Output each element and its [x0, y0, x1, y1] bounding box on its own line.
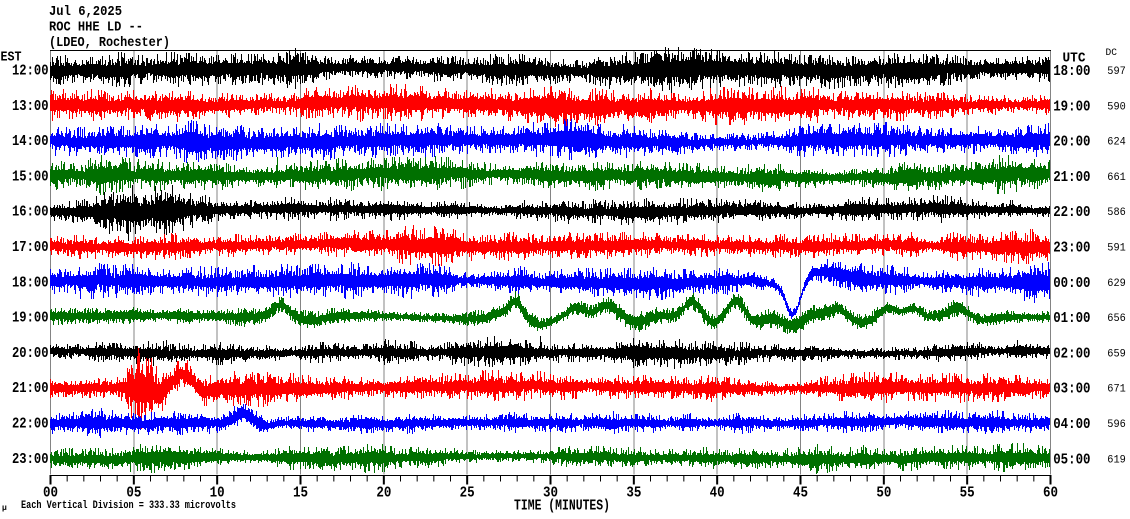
svg-text:TIME (MINUTES): TIME (MINUTES) — [514, 498, 610, 515]
svg-text:619: 619 — [1107, 454, 1126, 466]
svg-text:18:00: 18:00 — [12, 274, 49, 291]
svg-text:60: 60 — [1043, 485, 1058, 502]
svg-text:590: 590 — [1107, 101, 1126, 113]
svg-text:14:00: 14:00 — [12, 133, 49, 150]
svg-text:05:00: 05:00 — [1053, 451, 1090, 468]
svg-text:661: 661 — [1107, 172, 1126, 184]
svg-text:21:00: 21:00 — [1053, 169, 1090, 186]
svg-text:Each Vertical Division = 333.: Each Vertical Division = 333.33 microvol… — [21, 500, 236, 512]
svg-text:50: 50 — [876, 485, 891, 502]
svg-text:04:00: 04:00 — [1053, 416, 1090, 433]
svg-text:UTC: UTC — [1063, 51, 1087, 67]
svg-text:(LDEO, Rochester): (LDEO, Rochester) — [49, 35, 170, 51]
svg-text:19:00: 19:00 — [1053, 98, 1090, 115]
svg-text:30: 30 — [543, 485, 558, 502]
svg-text:EST: EST — [1, 50, 22, 66]
svg-text:ROC HHE LD --: ROC HHE LD -- — [49, 20, 143, 36]
svg-text:55: 55 — [960, 485, 975, 502]
svg-text:656: 656 — [1107, 313, 1126, 325]
svg-text:591: 591 — [1107, 243, 1126, 255]
svg-text:15:00: 15:00 — [12, 168, 49, 185]
svg-text:659: 659 — [1107, 348, 1126, 360]
svg-text:Jul 6,2025: Jul 6,2025 — [49, 4, 122, 20]
svg-text:597: 597 — [1107, 66, 1126, 78]
svg-text:18:00: 18:00 — [1053, 63, 1090, 80]
svg-text:16:00: 16:00 — [12, 204, 49, 221]
svg-text:23:00: 23:00 — [1053, 240, 1090, 257]
svg-text:17:00: 17:00 — [12, 239, 49, 256]
svg-text:20: 20 — [376, 485, 391, 502]
svg-text:00: 00 — [43, 485, 58, 502]
svg-text:624: 624 — [1107, 137, 1126, 149]
svg-text:20:00: 20:00 — [12, 345, 49, 362]
svg-text:45: 45 — [793, 485, 808, 502]
svg-text:13:00: 13:00 — [12, 98, 49, 115]
svg-text:19:00: 19:00 — [12, 310, 49, 327]
svg-text:DC: DC — [1106, 47, 1118, 59]
svg-text:01:00: 01:00 — [1053, 310, 1090, 327]
svg-text:35: 35 — [626, 485, 641, 502]
svg-text:20:00: 20:00 — [1053, 134, 1090, 151]
svg-text:21:00: 21:00 — [12, 380, 49, 397]
svg-text:586: 586 — [1107, 207, 1126, 219]
svg-text:22:00: 22:00 — [12, 416, 49, 433]
svg-text:02:00: 02:00 — [1053, 345, 1090, 362]
svg-text:10: 10 — [210, 485, 225, 502]
svg-text:15: 15 — [293, 485, 308, 502]
svg-text:12:00: 12:00 — [12, 63, 49, 80]
svg-text:629: 629 — [1107, 278, 1126, 290]
svg-text:23:00: 23:00 — [12, 451, 49, 468]
svg-text:05: 05 — [126, 485, 141, 502]
svg-text:03:00: 03:00 — [1053, 381, 1090, 398]
svg-text:25: 25 — [460, 485, 475, 502]
svg-text:596: 596 — [1107, 419, 1126, 431]
svg-text:μ: μ — [2, 504, 7, 513]
svg-text:40: 40 — [710, 485, 725, 502]
svg-text:22:00: 22:00 — [1053, 204, 1090, 221]
svg-text:00:00: 00:00 — [1053, 275, 1090, 292]
svg-text:671: 671 — [1107, 384, 1126, 396]
